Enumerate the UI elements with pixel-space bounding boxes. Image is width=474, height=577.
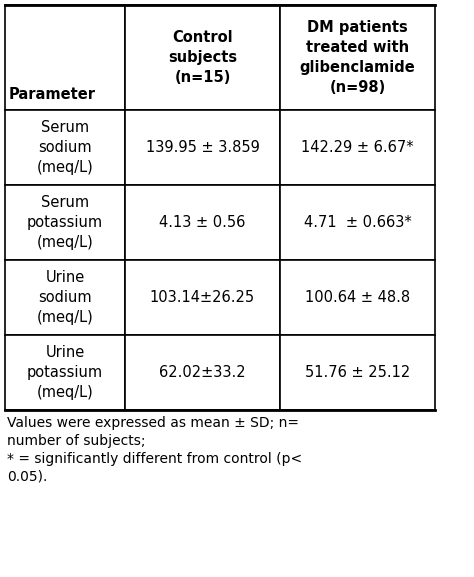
Bar	[280, 260, 435, 335]
Text: Values were expressed as mean ± SD; n=: Values were expressed as mean ± SD; n=	[7, 416, 299, 430]
Text: 51.76 ± 25.12: 51.76 ± 25.12	[305, 365, 410, 380]
Text: 4.71  ± 0.663*: 4.71 ± 0.663*	[304, 215, 411, 230]
Text: DM patients
treated with
glibenclamide
(n=98): DM patients treated with glibenclamide (…	[300, 20, 415, 95]
Bar	[125, 110, 280, 185]
Text: 139.95 ± 3.859: 139.95 ± 3.859	[146, 140, 259, 155]
Bar	[125, 335, 280, 410]
Bar	[280, 5, 435, 110]
Bar	[5, 110, 125, 185]
Text: 103.14±26.25: 103.14±26.25	[150, 290, 255, 305]
Bar	[280, 335, 435, 410]
Text: 62.02±33.2: 62.02±33.2	[159, 365, 246, 380]
Text: Control
subjects
(n=15): Control subjects (n=15)	[168, 30, 237, 85]
Text: 0.05).: 0.05).	[7, 470, 47, 484]
Text: Parameter: Parameter	[9, 87, 96, 102]
Text: Serum
sodium
(meq/L): Serum sodium (meq/L)	[36, 120, 93, 175]
Text: Serum
potassium
(meq/L): Serum potassium (meq/L)	[27, 195, 103, 250]
Bar	[125, 185, 280, 260]
Bar	[280, 110, 435, 185]
Text: Urine
potassium
(meq/L): Urine potassium (meq/L)	[27, 345, 103, 400]
Text: * = significantly different from control (p<: * = significantly different from control…	[7, 452, 302, 466]
Text: Urine
sodium
(meq/L): Urine sodium (meq/L)	[36, 270, 93, 325]
Text: number of subjects;: number of subjects;	[7, 434, 146, 448]
Text: 142.29 ± 6.67*: 142.29 ± 6.67*	[301, 140, 414, 155]
Bar	[5, 5, 125, 110]
Bar	[125, 260, 280, 335]
Bar	[280, 185, 435, 260]
Bar	[5, 260, 125, 335]
Bar	[125, 5, 280, 110]
Bar	[5, 335, 125, 410]
Text: 100.64 ± 48.8: 100.64 ± 48.8	[305, 290, 410, 305]
Text: 4.13 ± 0.56: 4.13 ± 0.56	[159, 215, 246, 230]
Bar	[5, 185, 125, 260]
